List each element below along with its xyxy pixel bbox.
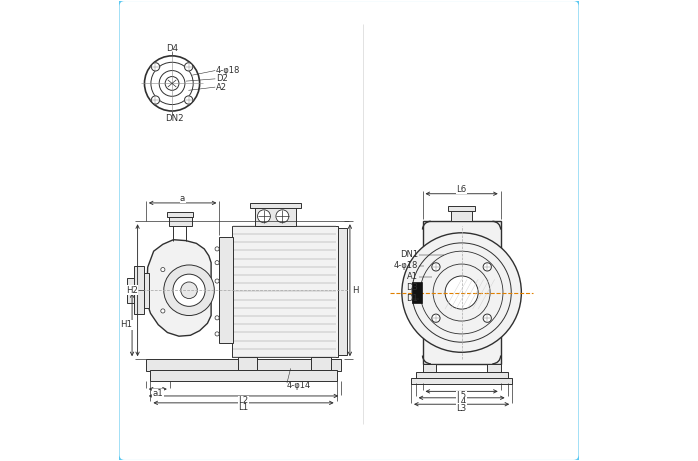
Bar [232, 226, 338, 357]
Circle shape [215, 332, 219, 336]
Bar [219, 237, 233, 343]
Bar [134, 266, 144, 314]
Bar [311, 357, 331, 370]
Circle shape [184, 63, 193, 71]
Text: A2: A2 [216, 83, 227, 92]
Text: 4-φ14: 4-φ14 [286, 381, 311, 390]
Circle shape [258, 210, 270, 223]
Bar [146, 359, 341, 371]
Text: 4-φ18: 4-φ18 [216, 66, 240, 75]
Bar [169, 217, 192, 226]
Text: A1: A1 [407, 272, 418, 281]
Circle shape [445, 276, 478, 309]
Circle shape [276, 210, 289, 223]
Bar [255, 207, 296, 226]
Bar [487, 364, 500, 372]
Bar [415, 372, 507, 378]
Bar [151, 370, 336, 381]
Bar [448, 206, 475, 211]
Circle shape [161, 267, 165, 272]
Text: H2: H2 [126, 286, 138, 295]
Circle shape [151, 63, 160, 71]
Circle shape [151, 62, 193, 105]
Bar [250, 203, 301, 208]
Bar [338, 228, 347, 355]
Circle shape [483, 263, 491, 271]
Bar [422, 221, 500, 364]
Text: D2: D2 [216, 74, 228, 83]
Bar [413, 283, 422, 303]
Text: H1: H1 [121, 320, 133, 329]
Circle shape [432, 263, 440, 271]
Circle shape [165, 77, 179, 90]
Circle shape [402, 233, 521, 352]
Text: L5: L5 [456, 391, 467, 400]
Circle shape [432, 314, 440, 322]
Text: D3: D3 [406, 284, 418, 292]
Circle shape [215, 316, 219, 320]
Bar [144, 273, 149, 307]
Bar [422, 364, 436, 372]
Circle shape [159, 71, 185, 96]
Circle shape [483, 314, 491, 322]
Bar [411, 378, 512, 384]
Text: L3: L3 [456, 404, 467, 413]
Circle shape [161, 309, 165, 313]
FancyBboxPatch shape [118, 0, 580, 461]
Circle shape [181, 282, 198, 299]
Text: a1: a1 [152, 389, 163, 398]
Circle shape [151, 96, 160, 104]
Text: a: a [180, 194, 185, 203]
Text: L4: L4 [456, 397, 467, 407]
Circle shape [215, 279, 219, 283]
Bar [128, 278, 134, 303]
Bar [168, 212, 193, 217]
Polygon shape [147, 240, 211, 336]
Bar [452, 207, 472, 221]
Circle shape [164, 265, 214, 315]
Text: 4-φ18: 4-φ18 [394, 261, 418, 271]
Text: H: H [352, 286, 359, 295]
Bar [238, 357, 257, 370]
Text: D4: D4 [166, 44, 178, 53]
Circle shape [144, 56, 200, 111]
Circle shape [173, 274, 205, 307]
Circle shape [215, 247, 219, 251]
Text: DN1: DN1 [400, 250, 418, 260]
Circle shape [215, 260, 219, 265]
Circle shape [184, 96, 193, 104]
Text: D1: D1 [406, 295, 418, 303]
Text: L6: L6 [456, 185, 467, 194]
Text: L1: L1 [239, 403, 248, 412]
Text: L2: L2 [239, 396, 248, 405]
Text: DN2: DN2 [165, 114, 184, 123]
